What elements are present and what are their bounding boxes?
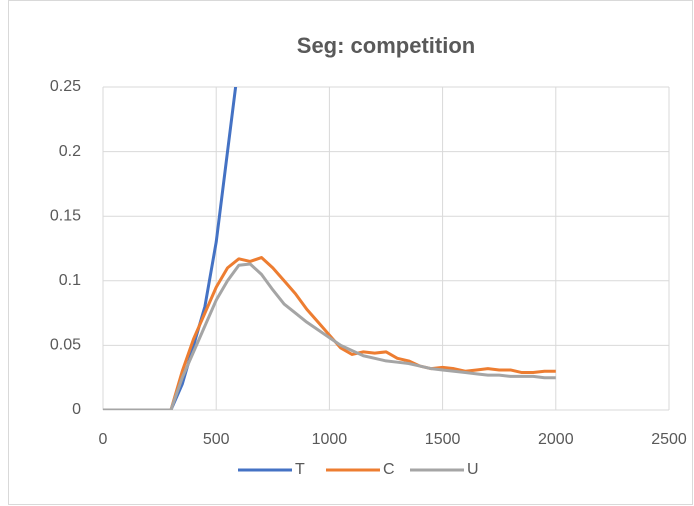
x-tick-label: 2500 xyxy=(651,431,687,448)
series-line xyxy=(103,262,556,410)
x-tick-label: 1500 xyxy=(425,431,461,448)
y-tick-label: 0.25 xyxy=(50,78,81,95)
y-tick-label: 0.05 xyxy=(50,337,81,354)
y-tick-label: 0.2 xyxy=(59,143,81,160)
legend-label: C xyxy=(383,461,395,478)
y-tick-label: 0.1 xyxy=(59,272,81,289)
x-tick-label: 2000 xyxy=(538,431,574,448)
y-tick-label: 0 xyxy=(72,401,81,418)
chart-title: Seg: competition xyxy=(297,33,475,58)
y-tick-label: 0.15 xyxy=(50,207,81,224)
plot-area xyxy=(103,87,556,410)
x-tick-label: 500 xyxy=(203,431,230,448)
legend-label: T xyxy=(295,461,305,478)
legend-label: U xyxy=(467,461,479,478)
chart-border xyxy=(8,0,693,505)
series-line xyxy=(103,87,238,410)
x-tick-label: 1000 xyxy=(312,431,348,448)
x-tick-label: 0 xyxy=(99,431,108,448)
